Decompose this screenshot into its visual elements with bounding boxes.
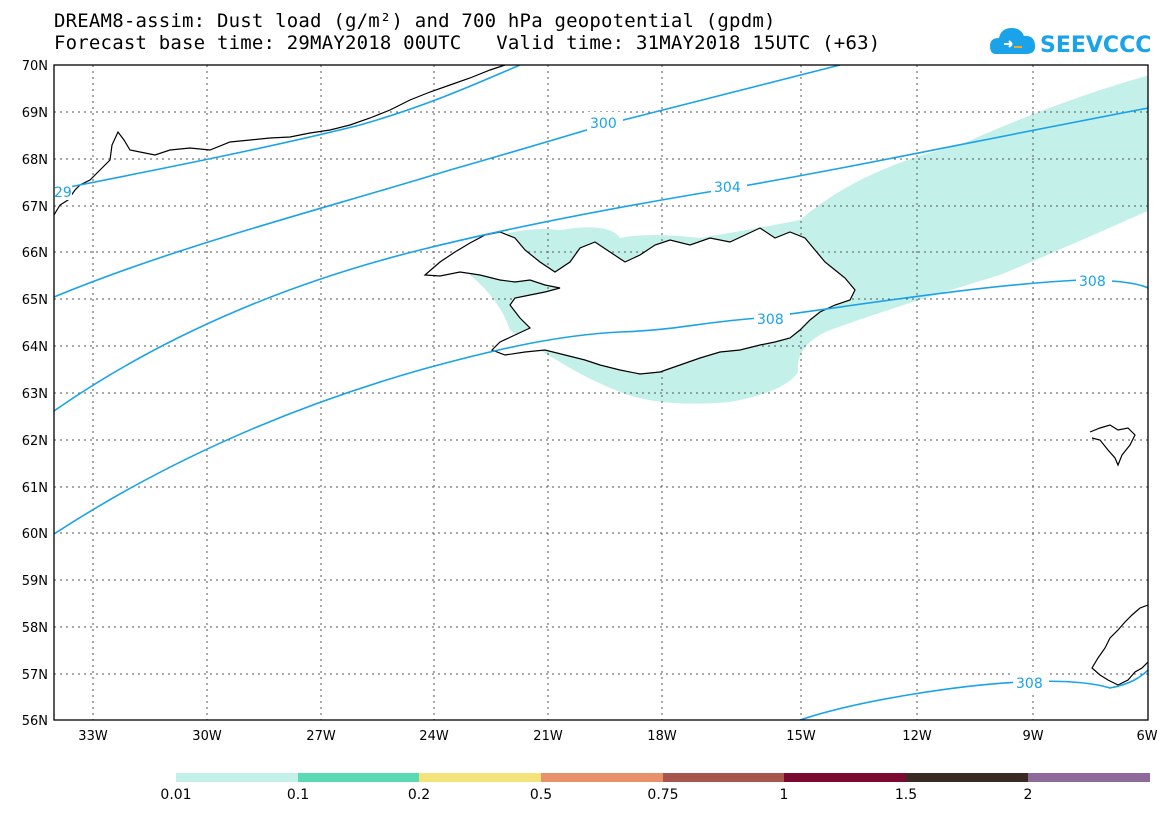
lat-label: 59N — [22, 574, 48, 589]
contour-label-300: 300 — [590, 116, 617, 132]
contour-labels: 300 304 308 308 308 29 — [54, 112, 1112, 692]
legend-label: 2 — [1024, 787, 1033, 803]
contour-label-308-east: 308 — [1079, 274, 1106, 290]
iceland-coast — [423, 227, 856, 375]
plot-frame — [53, 64, 1149, 721]
lat-label: 64N — [22, 340, 48, 355]
legend-swatch — [419, 773, 541, 782]
contour-line-308-north — [54, 279, 1148, 535]
geopotential-contours — [54, 65, 1148, 720]
legend-label: 0.1 — [287, 787, 309, 803]
contour-line-300 — [54, 65, 841, 298]
lon-label: 27W — [306, 729, 336, 744]
legend-label: 0.5 — [530, 787, 552, 803]
legend-label: 0.01 — [160, 787, 191, 803]
legend-label: 1 — [780, 787, 789, 803]
legend-label: 0.2 — [408, 787, 430, 803]
legend-label: 0.75 — [647, 787, 678, 803]
lon-label: 30W — [192, 729, 222, 744]
scotland-coast — [1091, 604, 1148, 686]
lon-label: 18W — [647, 729, 677, 744]
lat-label: 67N — [22, 200, 48, 215]
lat-label: 62N — [22, 434, 48, 449]
legend-swatch — [176, 773, 298, 782]
lon-label: 21W — [533, 729, 563, 744]
legend-swatch — [784, 773, 906, 782]
longitude-labels: 33W 30W 27W 24W 21W 18W 15W 12W 9W 6W — [78, 729, 1157, 744]
lat-label: 70N — [22, 59, 48, 74]
lat-label: 66N — [22, 246, 48, 261]
lat-label: 69N — [22, 106, 48, 121]
lat-label: 56N — [22, 714, 48, 729]
coastlines — [54, 65, 1148, 686]
legend-swatch — [298, 773, 419, 782]
greenland-coast — [54, 65, 506, 216]
contour-label-304: 304 — [714, 180, 741, 196]
lat-label: 65N — [22, 293, 48, 308]
legend-swatch — [1028, 773, 1150, 782]
lon-label: 6W — [1136, 729, 1157, 744]
lon-label: 12W — [902, 729, 932, 744]
legend-swatch — [663, 773, 784, 782]
lat-label: 61N — [22, 481, 48, 496]
faroe-islands — [1089, 424, 1136, 467]
lon-label: 33W — [78, 729, 108, 744]
cloud-icon — [990, 28, 1036, 54]
color-legend: 0.01 0.1 0.2 0.5 0.75 1 1.5 2 — [160, 773, 1150, 803]
forecast-time-line: Forecast base time: 29MAY2018 00UTC Vali… — [54, 32, 881, 54]
contour-label-308: 308 — [757, 312, 784, 328]
legend-swatch — [906, 773, 1028, 782]
contour-line-308-south — [799, 669, 1148, 720]
latitude-labels: 70N 69N 68N 67N 66N 65N 64N 63N 62N 61N … — [22, 59, 48, 729]
seevccc-logo: SEEVCCC — [990, 28, 1151, 58]
lon-label: 9W — [1022, 729, 1043, 744]
lat-label: 58N — [22, 621, 48, 636]
contour-line-304 — [54, 107, 1148, 412]
lat-label: 68N — [22, 153, 48, 168]
lat-label: 63N — [22, 387, 48, 402]
logo-text: SEEVCCC — [1040, 33, 1151, 58]
contour-line-298 — [54, 65, 521, 191]
contour-label-308-south: 308 — [1016, 676, 1043, 692]
lat-label: 60N — [22, 527, 48, 542]
legend-label: 1.5 — [895, 787, 917, 803]
lat-label: 57N — [22, 668, 48, 683]
map-title: DREAM8-assim: Dust load (g/m²) and 700 h… — [54, 10, 776, 32]
legend-swatch — [541, 773, 663, 782]
lon-label: 15W — [786, 729, 816, 744]
lon-label: 24W — [419, 729, 449, 744]
contour-label-298: 29 — [54, 185, 72, 201]
